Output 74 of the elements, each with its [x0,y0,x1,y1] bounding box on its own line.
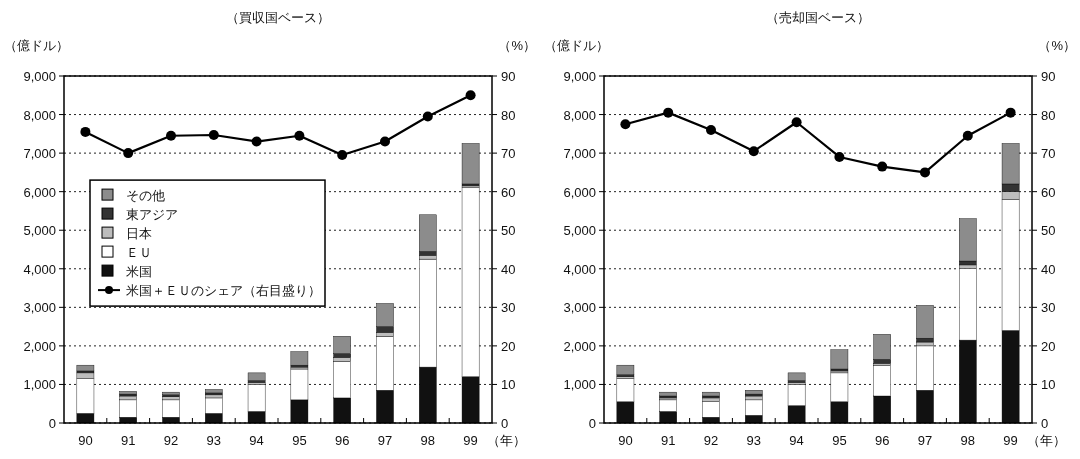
y2-tick-label: 50 [501,223,516,239]
y2-tick-label: 30 [501,300,516,316]
y2-tick-label: 30 [1041,300,1056,316]
y-tick-label: 3,000 [563,300,596,316]
x-tick-label: 95 [832,433,847,448]
x-tick-label: 96 [334,433,350,448]
y-axis-title: （億ドル） [4,38,69,53]
y2-tick-label: 80 [501,107,516,123]
y-tick-label: 1,000 [563,377,596,393]
y2-tick-label: 40 [1041,261,1056,277]
x-tick-label: 92 [703,433,719,448]
x-tick-label: 91 [120,433,136,448]
x-tick-label: 92 [163,433,179,448]
y-tick-label: 2,000 [23,338,56,354]
x-tick-label: 94 [249,433,264,448]
y-tick-label: 6,000 [23,184,56,200]
y2-tick-label: 10 [501,377,516,393]
legend-label: 米国 [126,264,152,280]
y-tick-label: 4,000 [23,261,56,277]
chart-title: （売却国ベース） [766,10,870,25]
y-tick-label: 4,000 [563,261,596,277]
y-tick-label: 7,000 [563,146,596,162]
legend-label: その他 [126,188,165,204]
y2-tick-label: 20 [1041,338,1056,354]
y-tick-label: 0 [48,416,56,431]
y2-tick-label: 60 [1041,184,1056,200]
x-tick-label: 90 [78,433,93,448]
y2-tick-label: 50 [1041,223,1056,239]
chart-title: （買収国ベース） [226,10,330,25]
y2-tick-label: 70 [1041,146,1056,162]
x-axis-title: （年） [1026,433,1066,448]
x-tick-label: 90 [618,433,633,448]
y-tick-label: 6,000 [563,184,596,200]
y-axis-title: （億ドル） [544,38,609,53]
y-tick-label: 7,000 [23,146,56,162]
y-tick-label: 9,000 [563,69,596,84]
x-tick-label: 97 [917,433,933,448]
x-axis-title: （年） [486,433,526,448]
x-tick-label: 91 [660,433,676,448]
x-tick-label: 96 [874,433,890,448]
y-tick-label: 5,000 [563,223,596,239]
y2-tick-label: 90 [501,69,516,84]
y-tick-label: 9,000 [23,69,56,84]
x-tick-label: 98 [420,433,436,448]
x-tick-label: 99 [463,433,478,448]
y-tick-label: 2,000 [563,338,596,354]
y2-tick-label: 80 [1041,107,1056,123]
y2-tick-label: 70 [501,146,516,162]
x-tick-label: 97 [377,433,393,448]
legend-label: ＥＵ [126,245,152,261]
y2-tick-label: 20 [501,338,516,354]
y-tick-label: 8,000 [563,107,596,123]
y2-tick-label: 90 [1041,69,1056,84]
y2-tick-label: 10 [1041,377,1056,393]
y2-tick-label: 0 [1041,416,1049,431]
y2-tick-label: 60 [501,184,516,200]
x-tick-label: 93 [206,433,222,448]
x-tick-label: 98 [960,433,976,448]
y-tick-label: 5,000 [23,223,56,239]
legend-label: 米国＋ＥＵのシェア（右目盛り） [126,283,321,299]
y2-tick-label: 0 [501,416,509,431]
x-tick-label: 99 [1003,433,1018,448]
legend-label: 東アジア [126,207,178,223]
x-tick-label: 95 [292,433,307,448]
y2-axis-title: （%） [498,38,536,53]
y-tick-label: 3,000 [23,300,56,316]
x-tick-label: 94 [789,433,804,448]
legend-label: 日本 [126,226,152,242]
x-tick-label: 93 [746,433,762,448]
y2-tick-label: 40 [501,261,516,277]
y-tick-label: 0 [588,416,596,431]
y-tick-label: 8,000 [23,107,56,123]
y2-axis-title: （%） [1038,38,1076,53]
y-tick-label: 1,000 [23,377,56,393]
